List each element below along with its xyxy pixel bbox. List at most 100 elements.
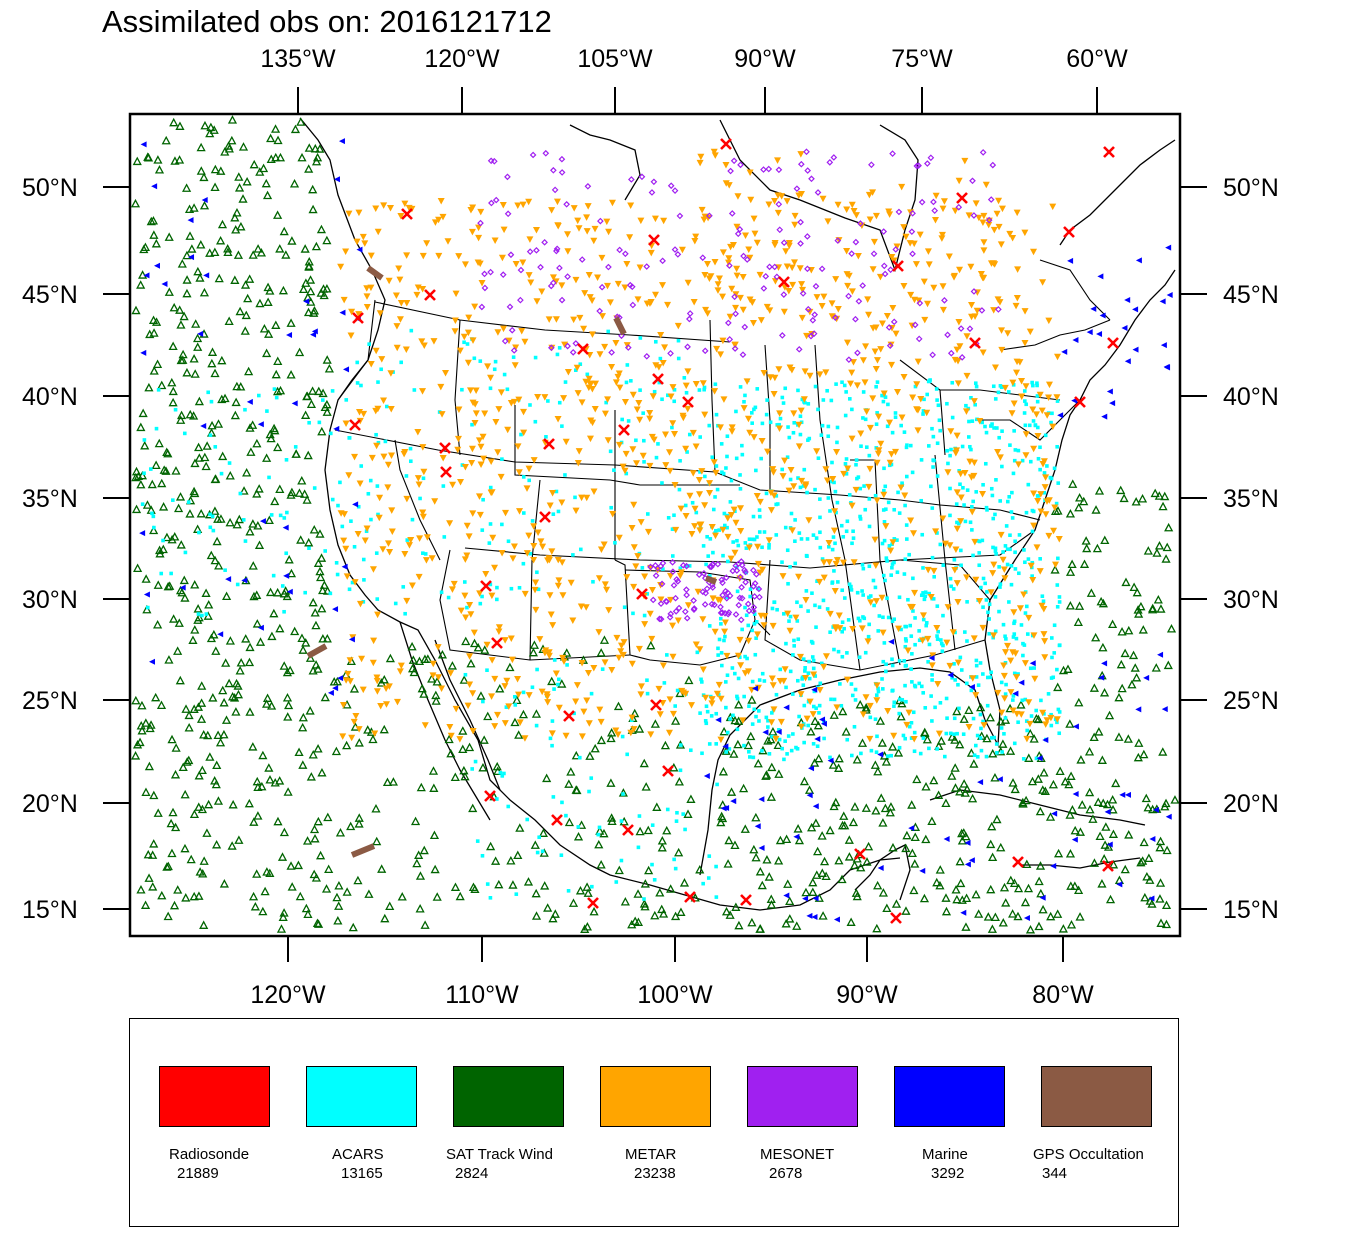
sat-wind-marker [951,885,961,894]
acars-marker [818,530,822,535]
acars-marker [793,561,798,566]
acars-marker [799,604,803,609]
metar-marker [717,695,725,703]
metar-marker [900,282,908,290]
sat-wind-marker [176,540,186,549]
sat-wind-marker [1065,509,1076,518]
sat-wind-marker [245,526,255,536]
metar-marker [359,233,367,241]
acars-marker [219,471,224,476]
lat-label-left: 45°N [22,281,78,309]
sat-wind-marker [1117,683,1127,693]
acars-marker [1012,458,1017,463]
sat-wind-marker [825,825,835,835]
sat-wind-marker [203,611,213,620]
sat-wind-marker [412,858,422,868]
marine-marker [187,217,194,224]
acars-marker [919,684,924,689]
marine-marker [964,839,971,846]
acars-marker [1025,728,1029,733]
acars-marker [833,541,837,546]
metar-marker [998,346,1006,354]
metar-marker [376,494,384,502]
acars-marker [891,688,895,693]
acars-marker [662,681,667,685]
sat-wind-marker [1070,881,1080,890]
mesonet-marker [916,299,924,307]
sat-wind-marker [650,910,660,920]
metar-marker [429,672,437,679]
acars-marker [677,487,682,492]
sat-wind-marker [168,807,178,817]
sat-wind-marker [184,755,194,765]
acars-marker [665,393,670,398]
marine-marker [802,895,809,902]
acars-marker [783,739,787,743]
metar-marker [562,438,570,446]
metar-marker [382,685,390,692]
acars-marker [1000,750,1004,754]
metar-marker [869,395,877,402]
metar-marker [834,305,842,313]
acars-marker [742,399,746,404]
acars-marker [816,407,820,412]
metar-marker [585,720,593,727]
metar-marker [555,704,563,712]
acars-marker [875,734,879,739]
sat-wind-marker [1108,804,1118,814]
acars-marker [724,705,728,710]
acars-marker [884,662,888,667]
metar-marker [995,223,1003,231]
metar-marker [904,647,912,654]
mesonet-marker [985,216,993,224]
acars-marker [840,588,845,593]
acars-marker [835,440,839,445]
metar-marker [892,448,900,456]
acars-marker [235,582,240,587]
sat-wind-marker [959,779,969,788]
metar-marker [754,543,762,551]
acars-marker [902,659,906,663]
sat-wind-marker [734,699,744,709]
legend-swatch-gps-occultation [1041,1066,1152,1127]
sat-wind-marker [670,911,681,921]
metar-marker [380,202,388,209]
sat-wind-marker [271,369,281,379]
metar-marker [744,415,752,423]
metar-marker [419,286,427,293]
sat-wind-marker [254,540,265,549]
metar-marker [403,495,411,503]
sat-wind-marker [850,802,860,811]
acars-marker [546,399,550,403]
metar-marker [549,622,557,629]
metar-marker [1023,735,1031,743]
acars-marker [743,541,748,545]
metar-marker [350,718,358,726]
mesonet-marker [755,585,763,593]
metar-marker [1002,649,1010,656]
metar-marker [816,686,824,694]
sat-wind-marker [458,726,468,735]
mesonet-marker [808,175,815,183]
sat-wind-marker [228,691,238,701]
acars-marker [637,814,642,818]
acars-marker [929,484,933,489]
metar-marker [990,561,998,569]
acars-marker [825,607,830,611]
sat-wind-marker [614,865,624,875]
metar-marker [688,531,696,538]
metar-marker [532,227,540,234]
sat-wind-marker [529,640,539,649]
metar-marker [478,279,486,287]
acars-marker [654,455,659,460]
metar-marker [512,260,520,268]
metar-marker [370,637,378,645]
metar-marker [843,339,851,347]
metar-marker [401,550,409,558]
metar-marker [1013,295,1021,302]
acars-marker [722,638,726,643]
acars-marker [1052,651,1057,655]
sat-wind-marker [149,839,159,848]
acars-marker [753,405,758,410]
acars-marker [334,561,339,565]
